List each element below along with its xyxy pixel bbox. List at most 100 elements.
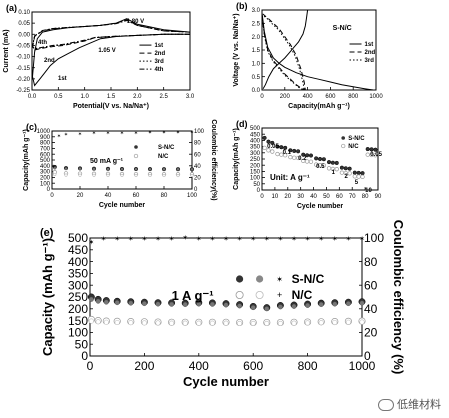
chart-panel-1: (a) 0.0 0.5 1.0 1.5 2.0 2.5 3.0 0.10 0.05 0.00 -0.0… — [3, 3, 195, 110]
annotation: 0.5 — [316, 164, 325, 170]
x-axis-label: Potential(V vs. Na/Na⁺) — [73, 103, 149, 110]
data-point: ✶ — [176, 130, 180, 136]
data-point — [313, 162, 319, 167]
x-tick-label: 10 — [272, 194, 279, 200]
x-tick-label: 0 — [87, 359, 94, 373]
data-point — [317, 156, 323, 162]
x-tick-label: 60 — [133, 193, 140, 199]
x-tick-label: 2.5 — [159, 94, 168, 100]
y-tick-label: -0.05 — [16, 44, 30, 50]
y-tick-label: 300 — [40, 170, 51, 176]
chart-panel-4: (d)0 10 20 30 40 50 60 70 80 90050100150200250300… — [233, 119, 383, 210]
x-tick-label: 3.0 — [186, 94, 195, 100]
data-point — [343, 166, 348, 171]
legend-label: 3rd — [365, 58, 375, 64]
x-tick-label: 1.0 — [80, 94, 89, 100]
x-tick-label: 800 — [348, 94, 359, 100]
data-point — [92, 167, 96, 171]
x-axis-label: Cycle number — [99, 202, 146, 209]
x-tick-label: 0 — [260, 94, 264, 100]
y-tick-label: 0 — [257, 188, 261, 194]
x-tick-label: 0.5 — [54, 94, 63, 100]
data-point — [182, 302, 188, 307]
data-point: ✶ — [141, 235, 147, 243]
annotation: 0.05 — [370, 152, 382, 158]
y2-tick-label: 0 — [194, 187, 198, 193]
legend-label: 2nd — [365, 50, 376, 56]
data-point: ✶ — [291, 235, 297, 243]
data-point — [169, 301, 175, 307]
watermark: 低维材料 — [378, 396, 441, 412]
y-tick-label: 800 — [40, 141, 51, 147]
data-point — [190, 173, 194, 178]
data-point — [373, 147, 378, 152]
data-point — [291, 320, 297, 326]
y-tick-label: -0.25 — [16, 88, 30, 94]
data-point — [352, 170, 357, 175]
x-tick-label: 1.5 — [107, 94, 116, 100]
data-point — [190, 167, 194, 171]
data-point — [318, 320, 324, 326]
annotation: 2 — [344, 174, 348, 180]
panel-label: (b) — [236, 1, 248, 11]
data-point — [347, 171, 352, 176]
legend-label: 4th — [154, 67, 163, 73]
y-axis-label: Capacity(mAh g⁻¹) — [233, 128, 240, 190]
data-point: ✶ — [148, 130, 152, 136]
data-point: ✶ — [64, 132, 68, 138]
data-point — [148, 167, 152, 171]
data-point — [120, 173, 124, 177]
data-point — [264, 320, 270, 326]
annotation: 1st — [58, 76, 67, 82]
data-point — [114, 300, 120, 306]
data-point: ✶ — [101, 235, 107, 243]
annotation: S-N/C — [333, 25, 352, 32]
data-point — [275, 151, 280, 157]
data-point: ✶ — [305, 235, 311, 243]
x-tick-label: 600 — [243, 359, 263, 373]
y2-tick-label: 60 — [364, 278, 378, 292]
y-tick-label: 1.5 — [252, 48, 261, 54]
annotation: 1.80 V — [127, 19, 144, 25]
data-point — [266, 139, 271, 144]
data-point — [134, 167, 138, 171]
y-tick-label: 900 — [40, 135, 51, 141]
data-point — [365, 147, 370, 152]
legend-label: S-N/C — [348, 136, 365, 142]
data-point — [360, 171, 365, 176]
data-point — [237, 303, 243, 309]
y-tick-label: 200 — [68, 302, 88, 316]
x-axis-label: Cycle number — [183, 374, 269, 389]
legend-swatch — [236, 275, 244, 283]
data-point: ✶ — [57, 134, 61, 140]
data-point — [326, 160, 332, 165]
x-tick-label: 60 — [336, 194, 343, 200]
legend-swatch — [256, 275, 264, 283]
data-point — [305, 320, 311, 326]
data-point — [326, 166, 332, 171]
data-point — [78, 167, 82, 171]
data-point: ✶ — [359, 235, 365, 243]
series-line — [261, 12, 373, 91]
data-point — [330, 160, 335, 165]
y-tick-label: 500 — [40, 158, 51, 164]
data-point — [301, 152, 306, 157]
y-tick-label: 2.5 — [252, 21, 261, 27]
series-line — [262, 9, 309, 89]
data-point: ✶ — [223, 235, 229, 243]
data-point — [373, 153, 378, 158]
data-point — [352, 174, 357, 179]
y2-axis-label: Coulombic efficiency(%) — [210, 119, 217, 200]
x-tick-label: 20 — [284, 194, 291, 200]
watermark-text: 低维材料 — [397, 398, 441, 411]
legend-swatch — [133, 153, 139, 159]
data-point — [332, 301, 338, 307]
y-tick-label: 400 — [250, 139, 261, 145]
data-point — [345, 301, 351, 307]
data-point — [141, 320, 147, 326]
x-axis-label: Capacity(mAh g⁻¹) — [288, 103, 350, 110]
data-point — [277, 320, 283, 326]
y-axis-label: Capacity(mAh g⁻¹) — [23, 129, 30, 191]
data-point — [95, 319, 101, 325]
